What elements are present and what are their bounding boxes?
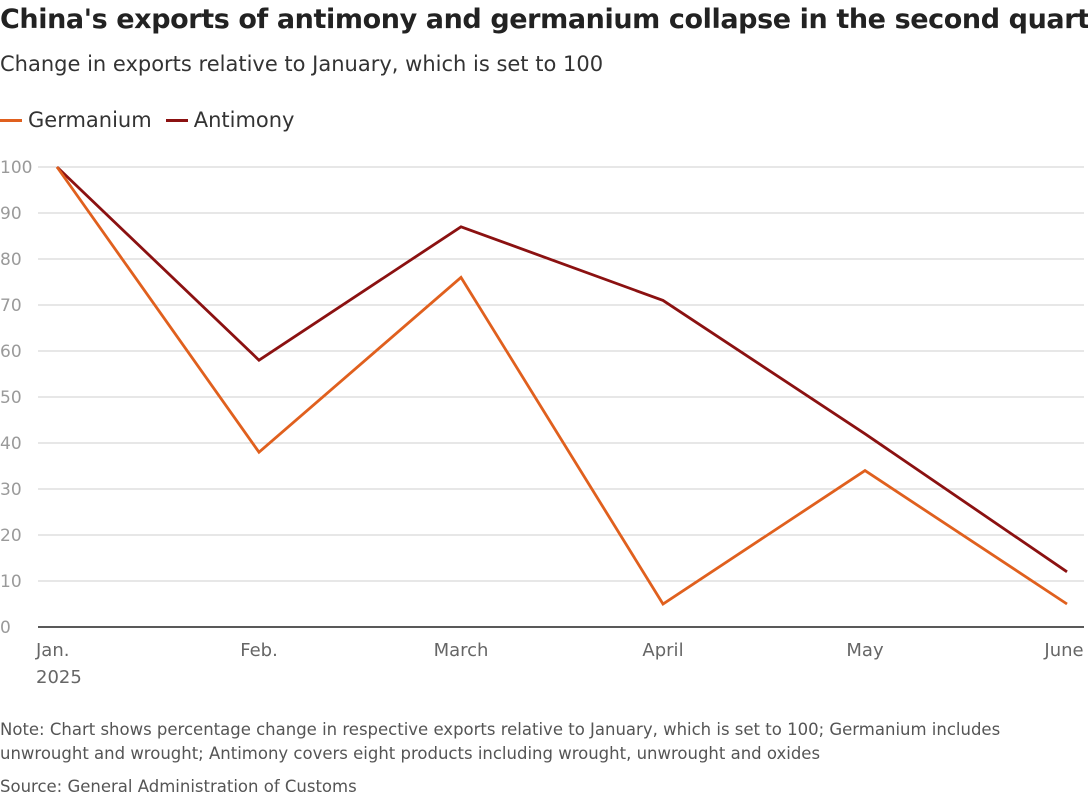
y-tick-label-80: 80	[0, 250, 22, 270]
legend-swatch-antimony	[165, 118, 188, 122]
series-line-germanium	[55, 166, 1068, 606]
y-tick-label-0: 0	[0, 618, 11, 638]
y-tick-label-20: 20	[0, 526, 22, 546]
x-tick-label-1: Feb.	[240, 640, 278, 661]
y-tick-label-100: 100	[0, 158, 32, 178]
chart-subtitle: Change in exports relative to January, w…	[0, 52, 604, 76]
y-tick-label-40: 40	[0, 434, 22, 454]
y-tick-label-90: 90	[0, 204, 22, 224]
y-tick-label-70: 70	[0, 296, 22, 316]
chart-title: China's exports of antimony and germaniu…	[0, 4, 1088, 35]
legend-item-antimony: Antimony	[165, 108, 295, 132]
legend-item-germanium: Germanium	[0, 108, 152, 132]
chart-note: Note: Chart shows percentage change in r…	[0, 720, 1001, 763]
x-tick-label-0: Jan. 2025	[35, 640, 82, 688]
y-tick-label-60: 60	[0, 342, 22, 362]
y-tick-label-30: 30	[0, 480, 22, 500]
y-tick-label-10: 10	[0, 572, 22, 592]
legend-label-germanium: Germanium	[28, 108, 152, 132]
chart-source: Source: General Administration of Custom…	[0, 777, 357, 796]
x-tick-label-2: March	[434, 640, 489, 661]
x-tick-label-3: April	[642, 640, 683, 661]
chart-legend: Germanium Antimony	[0, 108, 309, 132]
legend-label-antimony: Antimony	[193, 108, 295, 132]
y-tick-label-50: 50	[0, 388, 22, 408]
legend-swatch-germanium	[0, 118, 22, 122]
x-tick-label-5: June	[1043, 640, 1083, 661]
series-line-antimony	[56, 165, 1068, 573]
x-tick-label-4: May	[846, 640, 884, 661]
